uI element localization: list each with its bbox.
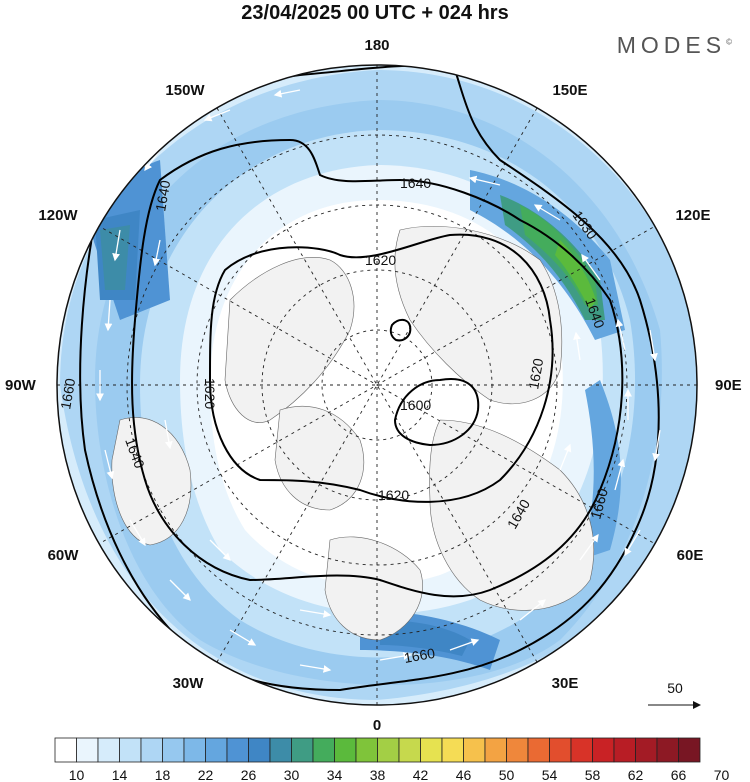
contour-label: 1620 <box>378 487 409 503</box>
lon-label-30e: 30E <box>552 675 579 692</box>
colorbar-swatch <box>76 737 99 763</box>
colorbar-swatch <box>140 737 163 763</box>
colorbar-tick-label: 70 <box>714 767 730 782</box>
lon-label-60w: 60W <box>48 547 80 564</box>
colorbar-tick-label: 30 <box>284 767 300 782</box>
colorbar-swatch <box>570 737 593 763</box>
lon-label-180: 180 <box>364 37 389 54</box>
colorbar-swatch <box>119 737 142 763</box>
colorbar-tick-label: 42 <box>413 767 429 782</box>
contour-label: 1660 <box>403 645 437 666</box>
colorbar-tick-label: 50 <box>499 767 515 782</box>
brand-mark: © <box>726 37 732 47</box>
reference-vector: 50 <box>648 680 701 709</box>
colorbar-swatch <box>484 737 507 763</box>
contour-label: 1640 <box>400 175 431 191</box>
contour-label: 1640 <box>152 179 173 213</box>
colorbar-swatch <box>656 737 679 763</box>
colorbar-swatch <box>463 737 486 763</box>
lon-label-90e: 90E <box>715 377 742 394</box>
colorbar-swatch <box>269 737 292 763</box>
wind-vectors <box>96 89 661 673</box>
map-boundary <box>56 64 698 706</box>
colorbar-swatch <box>678 737 701 763</box>
colorbar-swatch <box>226 737 249 763</box>
brand-name: MODES <box>616 32 727 58</box>
colorbar-tick-label: 38 <box>370 767 386 782</box>
lon-label-150w: 150W <box>165 82 205 99</box>
colorbar-swatch <box>54 737 77 763</box>
colorbar-swatch <box>635 737 658 763</box>
contour-label: 1660 <box>587 486 611 520</box>
colorbar-tick-label: 46 <box>456 767 472 782</box>
reference-vector-label: 50 <box>667 680 683 696</box>
colorbar-swatch <box>441 737 464 763</box>
contour-label: 1600 <box>400 397 431 413</box>
colorbar-tick-label: 18 <box>155 767 171 782</box>
lon-label-150e: 150E <box>552 82 587 99</box>
colorbar-tick-label: 66 <box>671 767 687 782</box>
colorbar-swatch <box>506 737 529 763</box>
longitude-labels: 180 0 90W 90E 150W 120W 150E 120E 60W 30… <box>5 37 742 734</box>
colorbar-tick-label: 22 <box>198 767 214 782</box>
colorbar-tick-label: 54 <box>542 767 558 782</box>
colorbar-swatch <box>592 737 615 763</box>
colorbar-swatch <box>549 737 572 763</box>
colorbar <box>54 737 701 763</box>
contour-label: 1660 <box>57 377 78 411</box>
colorbar-swatch <box>97 737 120 763</box>
colorbar-swatch <box>527 737 550 763</box>
colorbar-tick-label: 10 <box>69 767 85 782</box>
colorbar-tick-label: 14 <box>112 767 128 782</box>
colorbar-swatch <box>312 737 335 763</box>
colorbar-swatch <box>377 737 400 763</box>
lon-label-0: 0 <box>373 717 381 734</box>
modes-logo: MODES© <box>617 32 732 59</box>
colorbar-swatch <box>248 737 271 763</box>
colorbar-swatch <box>291 737 314 763</box>
map-disc <box>57 65 697 705</box>
colorbar-swatch <box>398 737 421 763</box>
colorbar-swatch <box>613 737 636 763</box>
colorbar-swatch <box>420 737 443 763</box>
colorbar-swatch <box>162 737 185 763</box>
lon-label-30w: 30W <box>173 675 205 692</box>
colorbar-tick-labels: 10 14 18 22 26 30 34 38 42 46 50 54 58 62 66 70 <box>69 767 730 782</box>
lon-label-60e: 60E <box>677 547 704 564</box>
colorbar-swatch <box>355 737 378 763</box>
colorbar-tick-label: 26 <box>241 767 257 782</box>
lon-label-90w: 90W <box>5 377 37 394</box>
map-title: 23/04/2025 00 UTC + 024 hrs <box>241 2 509 24</box>
colorbar-tick-label: 58 <box>585 767 601 782</box>
lon-label-120w: 120W <box>38 207 78 224</box>
contour-label: 1620 <box>365 252 396 268</box>
colorbar-swatch <box>334 737 357 763</box>
colorbar-tick-label: 62 <box>628 767 644 782</box>
colorbar-swatch <box>205 737 228 763</box>
colorbar-tick-label: 34 <box>327 767 343 782</box>
contour-label: 1620 <box>202 378 218 409</box>
colorbar-swatch <box>183 737 206 763</box>
graticule <box>57 65 697 705</box>
contour-label: 1620 <box>525 357 546 391</box>
lon-label-120e: 120E <box>675 207 710 224</box>
